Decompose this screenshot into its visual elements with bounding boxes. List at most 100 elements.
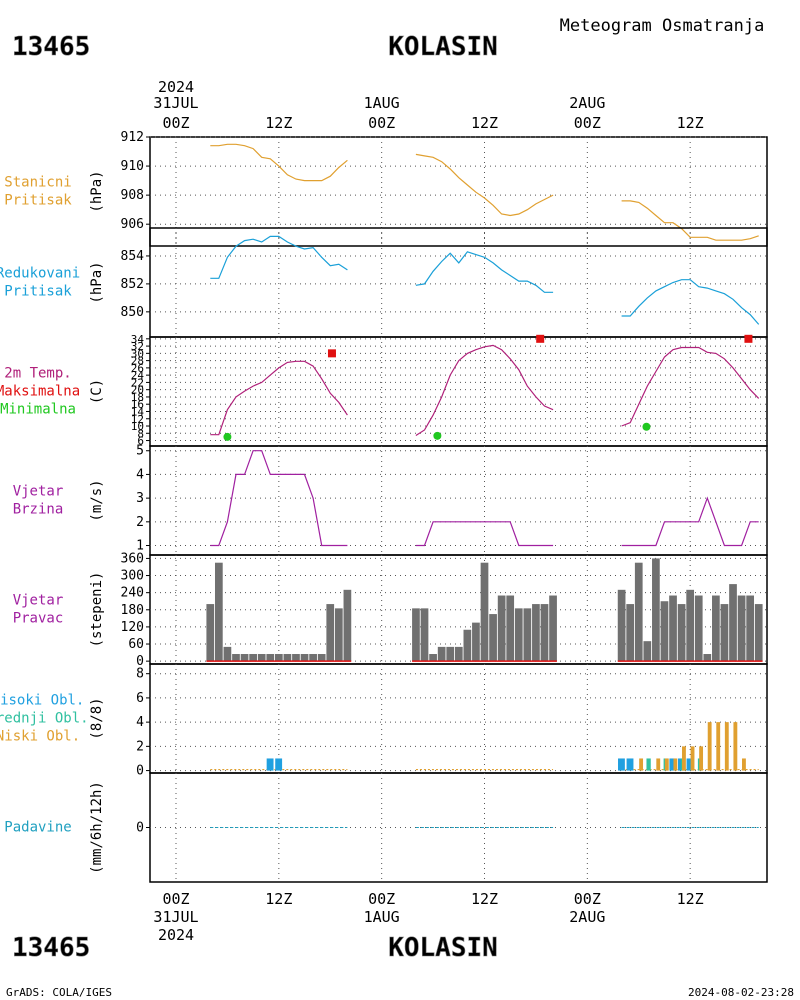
y-axis-unit: (hPa) [89,170,105,212]
panel-label: Padavine [4,820,71,836]
cloud-bar [724,722,729,771]
wind-direction-bar [420,608,429,662]
wind-direction-bar [737,595,746,662]
y-tick-label: 20 [131,384,144,397]
bottom-time-label: 12Z [471,890,498,908]
y-axis-unit: (stepeni) [89,572,105,648]
y-tick-label: 910 [121,159,144,174]
panel-wind_direction: 0 60 120 180 240 300 360 (stepeni) Vjetar Pravac [13,551,768,669]
wind-direction-bar [206,604,215,662]
y-tick-label: 22 [131,376,144,389]
y-tick-label: 6 [137,435,144,448]
panel-label: Vjetar [13,593,64,609]
cloud-bar [656,758,661,771]
credit-text: GrADS: COLA/IGES [6,986,112,999]
wind-direction-bar [626,604,635,662]
panel-label: Visoki Obl. [0,693,84,709]
panel-reduced_pressure: 850 852 854 (hPa) Redukovani Pritisak [0,227,768,338]
series-line [621,346,760,427]
wind-direction-bar [660,601,669,662]
wind-direction-bar [532,604,540,662]
series-line [210,143,348,182]
y-axis-unit: (8/8) [89,697,105,739]
y-tick-label: 5 [136,444,144,459]
top-time-label: 00Z [368,114,395,132]
wind-direction-bar [454,646,463,662]
series-line [415,153,554,217]
y-axis-unit: (mm/6h/12h) [89,781,105,874]
y-tick-label: 4 [136,467,144,482]
wind-direction-bar [463,629,472,662]
panel-label: Vjetar [13,484,64,500]
series-line [415,251,554,293]
wind-direction-bar [437,646,446,662]
cloud-bar [673,758,678,771]
wind-direction-bar [283,654,292,662]
wind-direction-bar [497,595,506,662]
top-time-label: 12Z [265,114,292,132]
panel-label: Niski Obl. [0,729,80,745]
top-time-label: 00Z [574,114,601,132]
y-tick-label: 912 [121,130,144,145]
panel-frame [149,136,768,247]
cloud-bar [742,758,746,771]
panel-label: Pravac [13,611,64,627]
panel-label: Pritisak [4,193,72,209]
panel-precipitation: 0 (mm/6h/12h) Padavine [4,772,768,883]
y-tick-label: 28 [131,355,144,368]
top-time-label: 12Z [677,114,704,132]
min-temp-marker [642,422,651,431]
wind-direction-bar [720,604,729,662]
y-tick-label: 8 [137,427,144,440]
y-tick-label: 0 [136,654,144,669]
y-tick-label: 2 [136,515,144,530]
series-line [415,344,554,437]
panel-frame [149,336,768,447]
series-line [210,360,348,436]
panel-station_pressure: 906 908 910 912 (hPa) Stanicni Pritisak [4,130,768,247]
y-tick-label: 60 [128,637,144,652]
cloud-bar [626,758,634,771]
series-line [621,200,759,241]
wind-direction-bar [472,622,480,662]
min-temp-marker [223,432,232,441]
wind-direction-bar [677,604,686,662]
wind-direction-bar [686,589,695,662]
cloud-bar [646,758,651,771]
panel-label: Minimalna [0,402,76,418]
bottom-time-label: 12Z [265,890,292,908]
y-tick-label: 1 [136,539,144,554]
wind-direction-bar [643,641,652,662]
wind-direction-bar [326,604,335,662]
y-tick-label: 854 [121,249,145,264]
y-tick-label: 3 [136,491,144,506]
wind-direction-bar [694,595,703,662]
bottom-date-label: 1AUG [364,908,400,926]
wind-direction-bar [480,562,489,662]
y-tick-label: 906 [121,217,144,232]
series-line [621,279,760,325]
wind-direction-bar [746,595,755,662]
cloud-bar [682,746,686,771]
bottom-time-label: 00Z [368,890,395,908]
y-tick-label: 852 [121,277,144,292]
cloud-bar [618,758,625,771]
top-year-label: 2024 [158,78,194,96]
wind-direction-bar [429,654,437,662]
bottom-time-label: 00Z [574,890,601,908]
wind-direction-bar [523,608,532,662]
panel-clouds: 0 2 4 6 8 (8/8) Visoki Obl. Srednji Obl. Niski O… [0,663,768,779]
top-title: Meteogram Osmatranja [560,16,765,36]
y-tick-label: 300 [121,569,144,584]
wind-direction-bar [489,614,497,662]
max-temp-marker [536,334,545,343]
wind-direction-bar [257,654,266,662]
wind-direction-bar [703,654,712,662]
y-tick-label: 34 [131,333,145,346]
y-tick-label: 26 [131,362,144,375]
bottom-station-id: 13465 [12,933,90,963]
series-line [210,450,348,547]
